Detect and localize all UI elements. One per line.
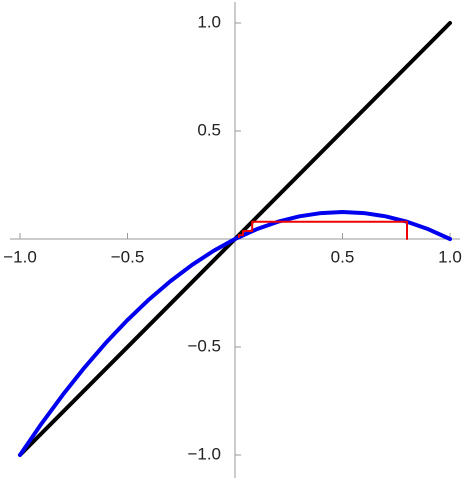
x-tick-label: 0.5 xyxy=(331,247,355,266)
series-line xyxy=(18,210,452,457)
series-line xyxy=(237,220,408,240)
y-tick-label: 0.5 xyxy=(197,120,221,139)
y-tick-label: −1.0 xyxy=(187,444,221,463)
x-tick-label: −1.0 xyxy=(3,247,37,266)
x-tick-label: 1.0 xyxy=(438,247,462,266)
x-tick-label: −0.5 xyxy=(111,247,145,266)
y-tick-label: −0.5 xyxy=(187,336,221,355)
y-tick-label: 1.0 xyxy=(197,12,221,31)
